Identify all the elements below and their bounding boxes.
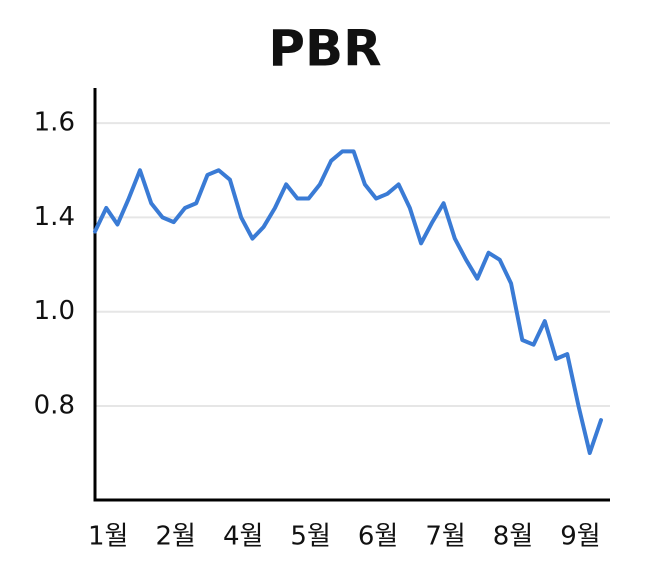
y-tick-label: 0.8 [34,391,75,421]
x-tick-label: 6월 [358,522,398,552]
data-line [93,149,603,455]
x-tick-label: 2월 [155,522,195,552]
x-tick-label: 1월 [88,522,128,552]
x-tick-label: 8월 [493,522,533,552]
y-tick-label: 1.6 [34,108,75,138]
x-tick-label: 4월 [223,522,263,552]
y-tick-label: 1.0 [34,296,75,326]
x-tick-label: 7월 [425,522,465,552]
chart-title: PBR [268,20,381,78]
x-tick-label: 5월 [290,522,330,552]
y-tick-label: 1.4 [34,202,75,232]
x-tick-label: 9월 [560,522,600,552]
